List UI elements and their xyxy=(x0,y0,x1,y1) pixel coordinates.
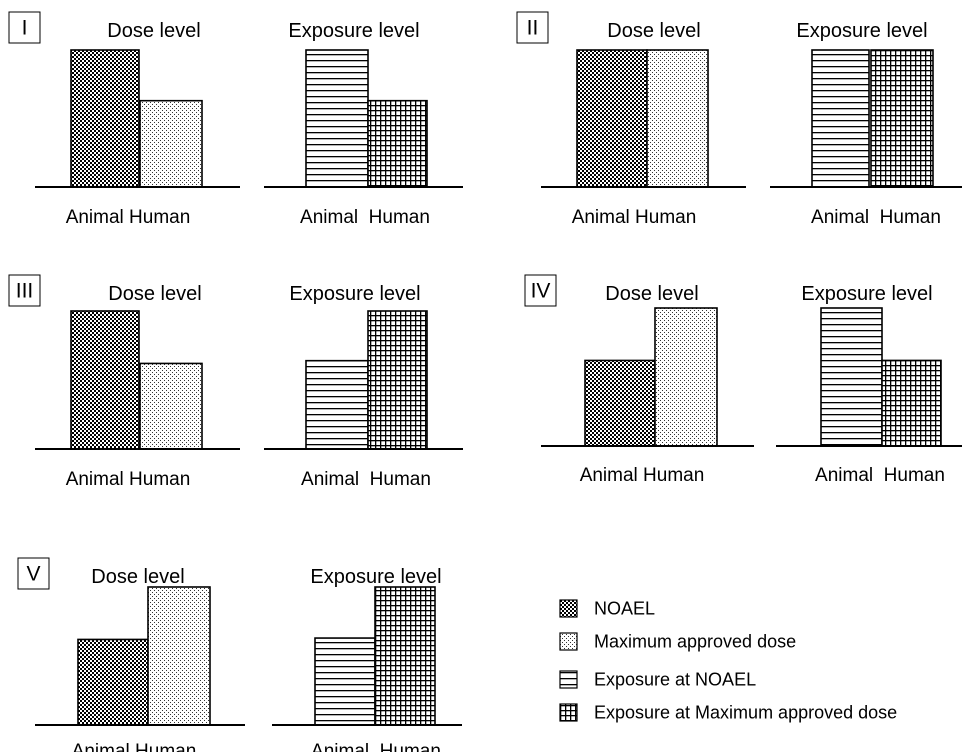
legend-item: Exposure at Maximum approved dose xyxy=(559,703,897,723)
dose-level-chart: Dose level Animal Human xyxy=(35,566,245,752)
chart-title: Dose level xyxy=(108,283,201,305)
x-axis-label: Animal Human xyxy=(811,207,941,228)
legend-label: NOAEL xyxy=(594,599,655,619)
x-axis-label: Animal Human xyxy=(72,741,197,752)
bar-human xyxy=(139,362,203,450)
bar-human xyxy=(870,49,934,188)
x-axis-label: Animal Human xyxy=(572,207,697,228)
bar-human xyxy=(367,99,428,188)
bar-animal xyxy=(576,49,648,188)
chart-title: Dose level xyxy=(607,20,700,42)
panel-label-box xyxy=(516,11,549,44)
bar-human xyxy=(881,359,942,447)
legend-label: Maximum approved dose xyxy=(594,632,796,652)
chart-title: Dose level xyxy=(605,283,698,305)
panel-II: II Dose level Animal Human Exposure level An… xyxy=(516,11,962,228)
legend-swatch-hlines xyxy=(559,670,578,689)
panel-label-box xyxy=(524,274,557,307)
panel-label: IV xyxy=(531,280,551,303)
chart-title: Dose level xyxy=(107,20,200,42)
legend-item: Maximum approved dose xyxy=(559,632,796,652)
bar-human xyxy=(654,307,718,447)
bar-animal xyxy=(70,49,140,188)
x-axis-label: Animal Human xyxy=(815,465,945,486)
panel-label: I xyxy=(22,17,28,40)
exposure-level-chart: Exposure level Animal Human xyxy=(264,283,463,490)
exposure-level-chart: Exposure level Animal Human xyxy=(272,566,462,752)
x-axis-label: Animal Human xyxy=(300,207,430,228)
bar-animal xyxy=(305,49,369,188)
dose-level-chart: Dose level Animal Human xyxy=(541,20,746,228)
chart-title: Exposure level xyxy=(289,283,420,305)
dose-level-chart: Dose level Animal Human xyxy=(35,20,240,228)
dose-level-chart: Dose level Animal Human xyxy=(541,283,754,486)
x-axis-label: Animal Human xyxy=(66,207,191,228)
x-axis-label: Animal Human xyxy=(301,469,431,490)
legend: NOAEL Maximum approved dose Exposure at NO… xyxy=(559,599,897,723)
bar-human xyxy=(367,310,428,450)
chart-title: Exposure level xyxy=(288,20,419,42)
legend-label: Exposure at NOAEL xyxy=(594,670,756,690)
legend-swatch-dots xyxy=(559,632,578,651)
exposure-level-chart: Exposure level Animal Human xyxy=(264,20,463,228)
chart-title: Exposure level xyxy=(796,20,927,42)
x-axis-label: Animal Human xyxy=(66,469,191,490)
panel-label-box xyxy=(8,11,41,44)
panel-label-box xyxy=(8,274,41,307)
bar-human xyxy=(147,586,211,726)
legend-item: Exposure at NOAEL xyxy=(559,670,756,690)
panel-label-box xyxy=(17,557,50,590)
legend-swatch-grid xyxy=(559,703,578,722)
panel-label: III xyxy=(16,280,34,303)
bar-animal xyxy=(811,49,870,188)
dose-level-chart: Dose level Animal Human xyxy=(35,283,240,490)
bar-animal xyxy=(820,307,883,447)
chart-title: Exposure level xyxy=(801,283,932,305)
chart-title: Dose level xyxy=(91,566,184,588)
panels-layer: I Dose level Animal Human Exposure level Ani… xyxy=(8,11,962,752)
panel-label: V xyxy=(26,563,40,586)
panel-IV: IV Dose level Animal Human Exposure level An… xyxy=(524,274,962,486)
panel-V: V Dose level Animal Human Exposure level Ani… xyxy=(17,557,462,752)
legend-label: Exposure at Maximum approved dose xyxy=(594,703,897,723)
bar-animal xyxy=(305,359,369,450)
panel-I: I Dose level Animal Human Exposure level Ani… xyxy=(8,11,463,228)
bar-animal xyxy=(314,637,376,726)
x-axis-label: Animal Human xyxy=(311,741,441,752)
legend-item: NOAEL xyxy=(559,599,655,619)
bar-animal xyxy=(77,638,149,726)
bar-human xyxy=(374,586,436,726)
x-axis-label: Animal Human xyxy=(580,465,705,486)
exposure-level-chart: Exposure level Animal Human xyxy=(776,283,962,486)
bar-human xyxy=(646,49,709,188)
bar-animal xyxy=(584,359,656,447)
panel-III: III Dose level Animal Human Exposure level A… xyxy=(8,274,463,490)
bar-human xyxy=(139,99,203,188)
legend-swatch-checker xyxy=(559,599,578,618)
bar-animal xyxy=(70,310,140,450)
panel-label: II xyxy=(527,17,539,40)
exposure-level-chart: Exposure level Animal Human xyxy=(770,20,962,228)
chart-title: Exposure level xyxy=(310,566,441,588)
